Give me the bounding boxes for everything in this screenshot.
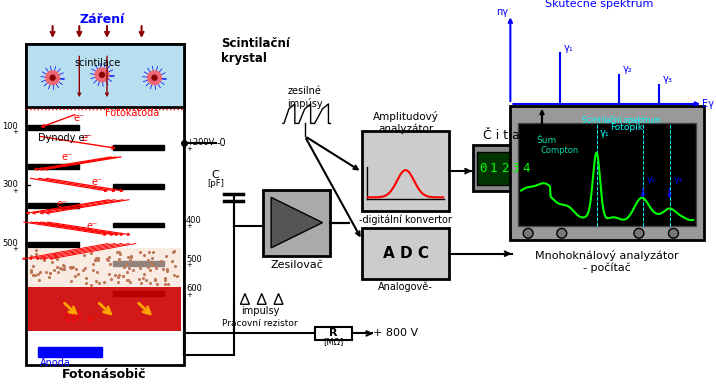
Text: scintilace: scintilace bbox=[74, 58, 120, 68]
Bar bbox=[362, 228, 449, 279]
Circle shape bbox=[95, 68, 109, 82]
Bar bbox=[477, 152, 538, 185]
Text: Fotokatoda: Fotokatoda bbox=[105, 108, 159, 118]
Circle shape bbox=[669, 228, 679, 238]
Bar bbox=[511, 106, 704, 240]
Text: Scintilační
krystal: Scintilační krystal bbox=[221, 38, 289, 66]
Circle shape bbox=[557, 228, 566, 238]
Text: 500: 500 bbox=[2, 238, 18, 248]
Circle shape bbox=[523, 228, 533, 238]
Text: e⁻: e⁻ bbox=[57, 199, 68, 209]
Circle shape bbox=[147, 71, 161, 84]
Bar bbox=[473, 145, 542, 192]
Bar bbox=[362, 131, 449, 211]
Text: γ₂: γ₂ bbox=[623, 64, 633, 74]
Text: e⁻: e⁻ bbox=[74, 113, 85, 122]
Text: Mnohoknálový analyzátor
- počítač: Mnohoknálový analyzátor - počítač bbox=[536, 250, 679, 273]
Bar bbox=[518, 123, 696, 227]
Text: Záření: Záření bbox=[79, 13, 125, 26]
Text: R: R bbox=[329, 328, 338, 338]
Text: Fotonásobič: Fotonásobič bbox=[62, 368, 146, 381]
Text: Č i t a č: Č i t a č bbox=[483, 129, 531, 142]
Text: e⁻: e⁻ bbox=[87, 220, 97, 230]
Text: Scintilační spektrum: Scintilační spektrum bbox=[582, 116, 661, 125]
Text: 300: 300 bbox=[2, 180, 18, 189]
Text: e⁻: e⁻ bbox=[62, 152, 73, 162]
Bar bbox=[113, 291, 165, 296]
Text: $10^5$ e$^-$: $10^5$ e$^-$ bbox=[63, 310, 102, 326]
Text: γ₂: γ₂ bbox=[647, 175, 656, 184]
Bar bbox=[314, 327, 352, 340]
Text: zesilné
impúsy: zesilné impúsy bbox=[287, 86, 322, 109]
Text: 100: 100 bbox=[2, 122, 18, 131]
Bar bbox=[28, 248, 181, 287]
Bar bbox=[113, 262, 165, 266]
Text: 400: 400 bbox=[186, 216, 202, 225]
Bar bbox=[113, 145, 165, 150]
Text: 600: 600 bbox=[186, 284, 202, 293]
Text: Analogově-: Analogově- bbox=[378, 281, 433, 292]
Text: [MΩ]: [MΩ] bbox=[323, 337, 344, 346]
Bar bbox=[26, 44, 184, 107]
Text: Skutečné spektrum: Skutečné spektrum bbox=[545, 0, 654, 9]
Bar bbox=[113, 223, 165, 227]
Bar bbox=[28, 287, 181, 331]
Text: e⁻: e⁻ bbox=[92, 177, 102, 187]
Text: A D C: A D C bbox=[382, 246, 429, 261]
Circle shape bbox=[46, 71, 59, 84]
Text: 3: 3 bbox=[511, 162, 519, 175]
Text: Compton: Compton bbox=[540, 146, 579, 155]
Circle shape bbox=[50, 75, 55, 80]
Text: Anoda: Anoda bbox=[40, 358, 71, 367]
Bar bbox=[28, 164, 79, 169]
Bar bbox=[28, 125, 79, 130]
Text: 2: 2 bbox=[500, 162, 508, 175]
Text: γ₁: γ₁ bbox=[563, 43, 574, 53]
Bar bbox=[113, 184, 165, 189]
Text: +: + bbox=[186, 223, 192, 230]
Text: +200V: +200V bbox=[186, 138, 215, 147]
Text: Pracovní rezistor: Pracovní rezistor bbox=[223, 319, 298, 328]
Bar bbox=[38, 347, 102, 357]
Polygon shape bbox=[271, 197, 322, 248]
Text: Eγ: Eγ bbox=[702, 99, 714, 109]
Text: Zesilovač: Zesilovač bbox=[271, 260, 323, 270]
Text: + 800 V: + 800 V bbox=[373, 328, 418, 338]
Text: Amplitudový
analyzátor: Amplitudový analyzátor bbox=[372, 111, 438, 134]
Text: γ₃: γ₃ bbox=[662, 74, 672, 84]
Text: nγ: nγ bbox=[496, 7, 508, 17]
Text: γ₁: γ₁ bbox=[599, 128, 609, 138]
Circle shape bbox=[634, 228, 644, 238]
Text: +: + bbox=[186, 146, 192, 152]
Text: Fotopík: Fotopík bbox=[611, 123, 644, 132]
Text: -digitální konvertor: -digitální konvertor bbox=[359, 214, 452, 225]
Circle shape bbox=[152, 75, 157, 80]
Text: -0: -0 bbox=[217, 138, 226, 148]
Text: 1: 1 bbox=[490, 162, 498, 175]
Bar bbox=[28, 203, 79, 208]
Text: +: + bbox=[186, 262, 192, 268]
Bar bbox=[28, 242, 79, 247]
Text: +: + bbox=[186, 291, 192, 298]
Text: 4: 4 bbox=[523, 162, 530, 175]
Text: Šum: Šum bbox=[536, 136, 556, 146]
Text: C: C bbox=[212, 170, 220, 180]
Text: impulsy: impulsy bbox=[241, 306, 279, 316]
Text: e⁻: e⁻ bbox=[82, 133, 93, 143]
Text: +: + bbox=[12, 187, 18, 194]
Circle shape bbox=[100, 72, 105, 77]
Text: +: + bbox=[12, 246, 18, 252]
Text: 0: 0 bbox=[479, 162, 486, 175]
Text: 500: 500 bbox=[186, 255, 202, 264]
Text: [pF]: [pF] bbox=[208, 179, 224, 188]
Bar bbox=[263, 190, 330, 256]
Text: γ₃: γ₃ bbox=[674, 175, 682, 184]
Bar bbox=[26, 44, 184, 364]
Text: Dynody e⁻: Dynody e⁻ bbox=[38, 133, 90, 143]
Text: +: + bbox=[12, 129, 18, 135]
